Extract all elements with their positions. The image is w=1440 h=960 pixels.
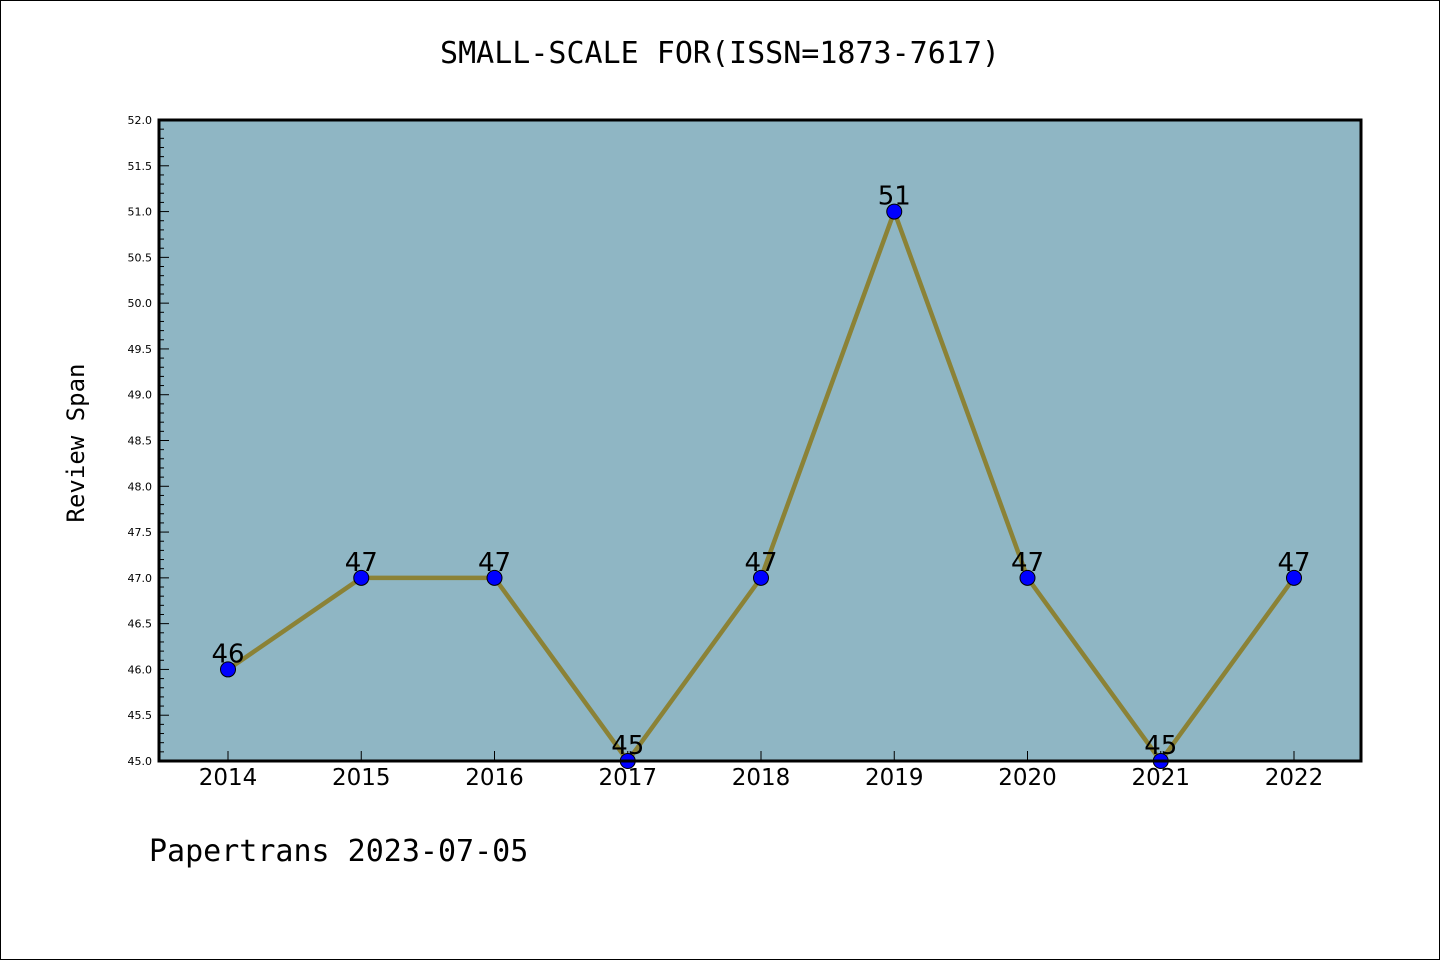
- y-tick-label: 47.0: [128, 572, 153, 585]
- x-tick-label: 2020: [998, 765, 1057, 791]
- data-point: [486, 569, 503, 586]
- y-tick-label: 52.0: [128, 114, 153, 127]
- x-tick-label: 2019: [865, 765, 924, 791]
- y-tick-label: 47.5: [128, 526, 153, 539]
- y-tick-label: 48.5: [128, 435, 153, 448]
- x-tick-label: 2015: [332, 765, 391, 791]
- y-tick-label: 46.5: [128, 618, 153, 631]
- y-tick-label: 48.0: [128, 480, 153, 493]
- footer-text: Papertrans 2023-07-05: [149, 834, 529, 869]
- x-tick-label: 2022: [1265, 765, 1324, 791]
- data-point: [353, 569, 370, 586]
- y-tick-label: 45.0: [128, 755, 153, 768]
- x-tick-label: 2014: [199, 765, 258, 791]
- data-point: [753, 569, 769, 586]
- data-point: [220, 661, 236, 678]
- data-point: [886, 203, 903, 220]
- x-tick-label: 2018: [732, 765, 791, 791]
- y-tick-label: 49.0: [128, 389, 153, 402]
- x-tick-label: 2017: [598, 765, 657, 791]
- y-tick-label: 51.0: [128, 206, 153, 219]
- data-point: [1019, 569, 1036, 586]
- y-tick-label: 49.5: [128, 343, 153, 356]
- y-tick-label: 46.0: [128, 663, 153, 676]
- y-tick-label: 45.5: [128, 709, 153, 722]
- chart-title: SMALL-SCALE FOR(ISSN=1873-7617): [440, 36, 1000, 71]
- x-tick-label: 2021: [1131, 765, 1190, 791]
- data-point: [1286, 569, 1302, 586]
- y-tick-label: 50.5: [128, 251, 153, 264]
- x-tick-label: 2016: [465, 765, 524, 791]
- plot-area: [159, 120, 1361, 761]
- plot-border: [157, 118, 1363, 763]
- y-tick-label: 51.5: [128, 160, 153, 173]
- y-tick-label: 50.0: [128, 297, 153, 310]
